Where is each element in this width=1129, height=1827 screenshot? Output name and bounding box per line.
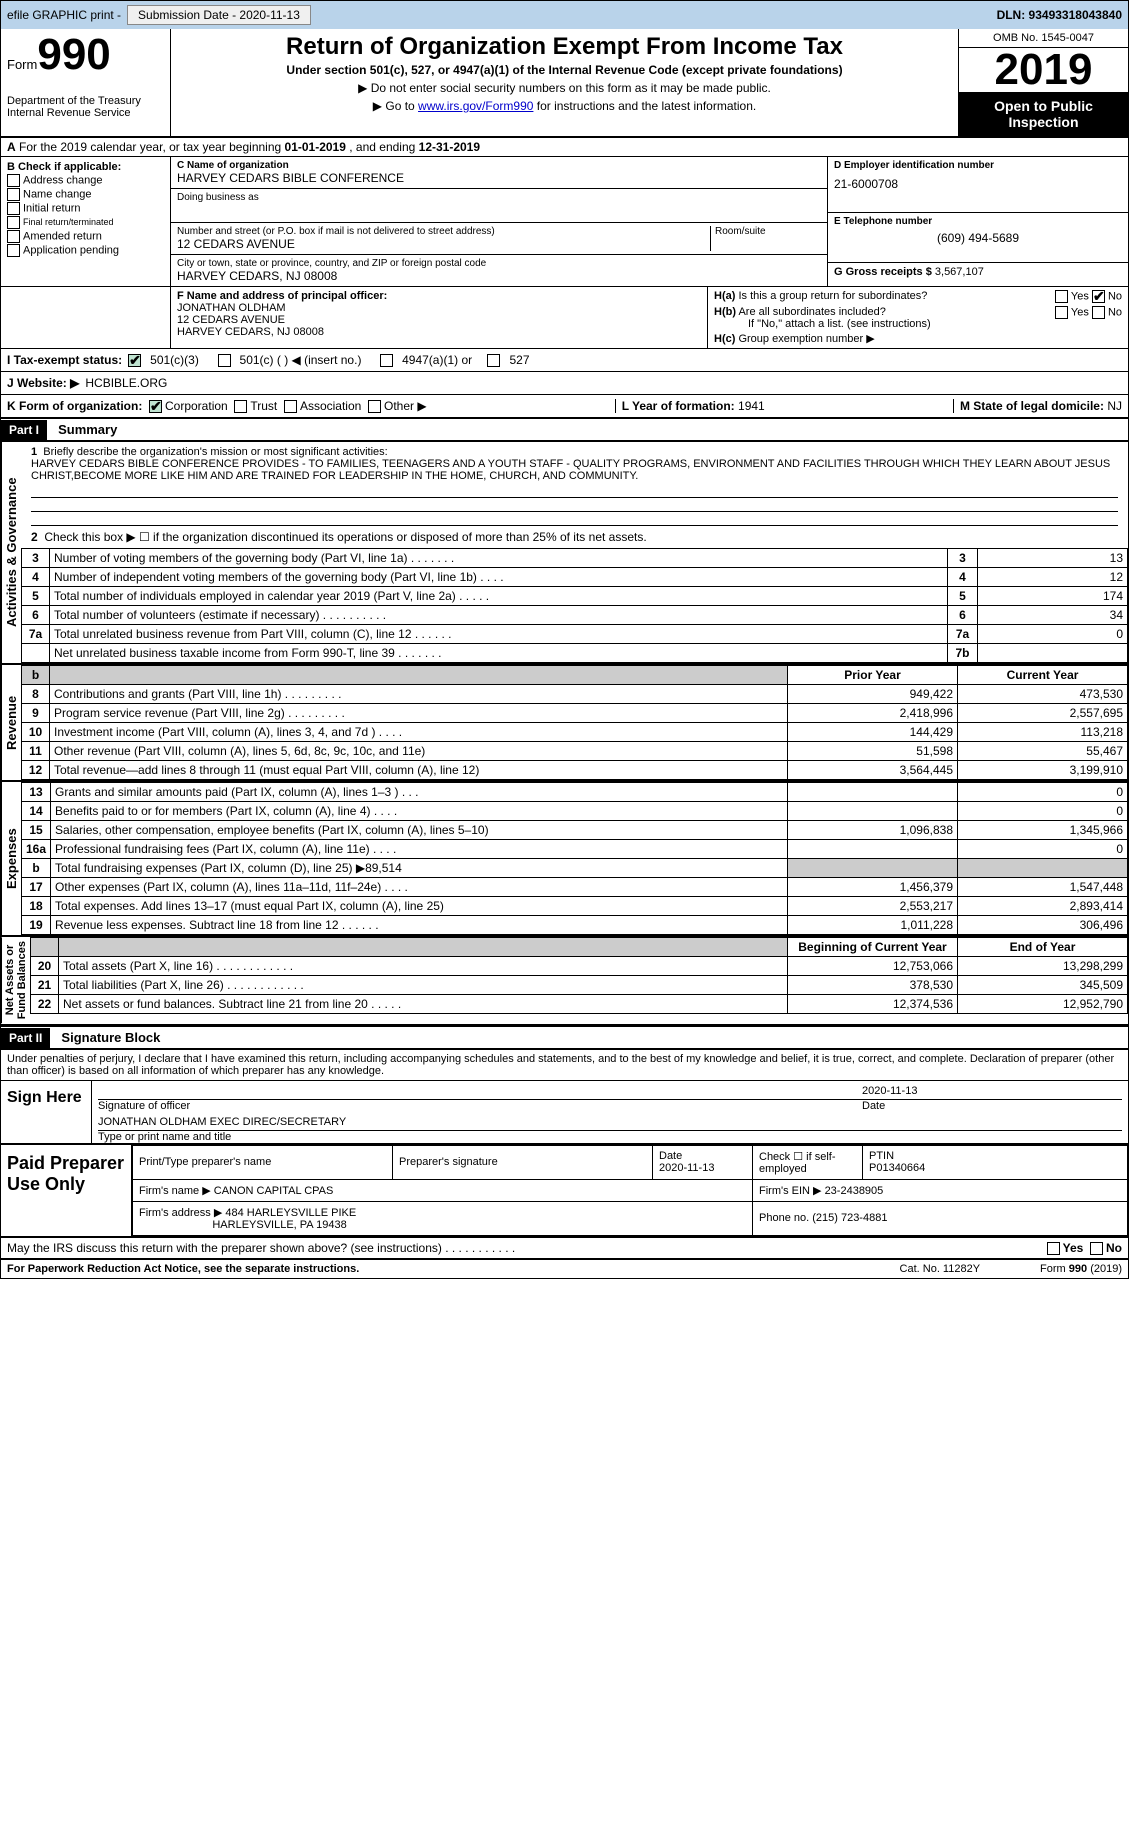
chk-initial[interactable]: Initial return <box>7 202 164 215</box>
chk-other[interactable] <box>368 400 381 413</box>
chk-final[interactable]: Final return/terminated <box>7 216 164 229</box>
exp-table: 13Grants and similar amounts paid (Part … <box>21 782 1128 935</box>
prep-date: 2020-11-13 <box>659 1162 714 1174</box>
part1-hdr: Part I <box>1 420 47 440</box>
officer-name: JONATHAN OLDHAM <box>177 302 701 314</box>
c-lbl: C Name of organization <box>177 160 289 171</box>
footer-mid: Cat. No. 11282Y <box>900 1263 981 1275</box>
form-title: Return of Organization Exempt From Incom… <box>177 33 952 61</box>
chk-527[interactable] <box>487 354 500 367</box>
form-number: 990 <box>37 30 110 79</box>
note-link: ▶ Go to www.irs.gov/Form990 for instruct… <box>177 99 952 113</box>
part2-hdr: Part II <box>1 1028 50 1048</box>
chk-trust[interactable] <box>234 400 247 413</box>
rev-table: bPrior YearCurrent Year8Contributions an… <box>21 665 1128 780</box>
officer-addr2: HARVEY CEDARS, NJ 08008 <box>177 326 701 338</box>
submission-button[interactable]: Submission Date - 2020-11-13 <box>127 5 311 25</box>
footer-right: Form 990 (2019) <box>1040 1263 1122 1275</box>
row-i: I Tax-exempt status: 501(c)(3) 501(c) ( … <box>1 349 1128 372</box>
d-lbl: D Employer identification number <box>834 160 1122 171</box>
col-b: B Check if applicable: Address change Na… <box>1 157 171 286</box>
chk-4947[interactable] <box>380 354 393 367</box>
chk-501c[interactable] <box>218 354 231 367</box>
note-ssn: ▶ Do not enter social security numbers o… <box>177 81 952 95</box>
gross-receipts: 3,567,107 <box>935 266 984 278</box>
k-lbl: K Form of organization: <box>7 399 142 413</box>
hb: Are all subordinates included? <box>738 306 885 318</box>
mission-lbl: Briefly describe the organization's miss… <box>43 446 387 458</box>
title-box: Return of Organization Exempt From Incom… <box>171 29 958 136</box>
chk-address[interactable]: Address change <box>7 174 164 187</box>
paid-lbl: Paid Preparer Use Only <box>1 1145 131 1236</box>
gov-table: 3Number of voting members of the governi… <box>21 548 1128 663</box>
org-name: HARVEY CEDARS BIBLE CONFERENCE <box>177 171 821 185</box>
discuss-row: May the IRS discuss this return with the… <box>1 1238 1128 1259</box>
firm-addr2: HARLEYSVILLE, PA 19438 <box>212 1219 346 1231</box>
hc: Group exemption number ▶ <box>738 333 874 345</box>
part1-title: Summary <box>50 419 125 440</box>
row-j: J Website: ▶ HCBIBLE.ORG <box>1 372 1128 395</box>
domicile: NJ <box>1107 399 1122 413</box>
officer-sig-name: JONATHAN OLDHAM EXEC DIREC/SECRETARY <box>98 1116 346 1128</box>
dln: DLN: 93493318043840 <box>997 8 1122 22</box>
discuss-no[interactable] <box>1090 1242 1103 1255</box>
discuss-yes[interactable] <box>1047 1242 1060 1255</box>
chk-501c3[interactable] <box>128 354 141 367</box>
form-word: Form <box>7 57 37 72</box>
f-lbl: F Name and address of principal officer: <box>177 290 701 302</box>
tax-year: 2019 <box>959 48 1128 92</box>
side-netassets: Net Assets or Fund Balances <box>1 937 30 1023</box>
declaration: Under penalties of perjury, I declare th… <box>1 1050 1128 1080</box>
chk-amended[interactable]: Amended return <box>7 230 164 243</box>
sign-date: 2020-11-13 <box>862 1085 1122 1097</box>
room-lbl: Room/suite <box>715 226 821 237</box>
side-governance: Activities & Governance <box>1 442 21 663</box>
ein: 21-6000708 <box>834 177 1122 191</box>
hb-note: If "No," attach a list. (see instruction… <box>748 318 1122 330</box>
net-table: Beginning of Current YearEnd of Year20To… <box>30 937 1128 1014</box>
firm-addr1: 484 HARLEYSVILLE PIKE <box>225 1207 356 1219</box>
ha: Is this a group return for subordinates? <box>738 290 927 302</box>
sign-here: Sign Here <box>1 1081 91 1143</box>
side-expenses: Expenses <box>1 782 21 935</box>
chk-corp[interactable] <box>149 400 162 413</box>
city: HARVEY CEDARS, NJ 08008 <box>177 269 821 283</box>
officer-addr1: 12 CEDARS AVENUE <box>177 314 701 326</box>
firm-phone: (215) 723-4881 <box>812 1212 887 1224</box>
efile-label: efile GRAPHIC print - <box>7 8 121 22</box>
firm-ein: 23-2438905 <box>825 1185 884 1197</box>
instructions-link[interactable]: www.irs.gov/Form990 <box>418 99 533 113</box>
chk-pending[interactable]: Application pending <box>7 244 164 257</box>
chk-name[interactable]: Name change <box>7 188 164 201</box>
e-lbl: E Telephone number <box>834 216 1122 227</box>
city-lbl: City or town, state or province, country… <box>177 258 821 269</box>
form-id-box: Form990 Department of the Treasury Inter… <box>1 29 171 136</box>
footer-left: For Paperwork Reduction Act Notice, see … <box>7 1263 359 1275</box>
part2-title: Signature Block <box>53 1027 168 1048</box>
dba-lbl: Doing business as <box>177 192 821 203</box>
year-box: OMB No. 1545-0047 2019 Open to Public In… <box>958 29 1128 136</box>
subtitle: Under section 501(c), 527, or 4947(a)(1)… <box>177 63 952 77</box>
g-lbl: G Gross receipts $ <box>834 266 932 278</box>
ptin: P01340664 <box>869 1162 925 1174</box>
row-a: A For the 2019 calendar year, or tax yea… <box>1 138 1128 157</box>
toolbar: efile GRAPHIC print - Submission Date - … <box>1 1 1128 29</box>
b-label: B Check if applicable: <box>7 161 164 173</box>
phone: (609) 494-5689 <box>834 231 1122 245</box>
line2: Check this box ▶ ☐ if the organization d… <box>44 530 646 544</box>
open-inspection: Open to Public Inspection <box>959 92 1128 136</box>
side-revenue: Revenue <box>1 665 21 780</box>
street-lbl: Number and street (or P.O. box if mail i… <box>177 226 706 237</box>
mission-text: HARVEY CEDARS BIBLE CONFERENCE PROVIDES … <box>31 458 1110 482</box>
website: HCBIBLE.ORG <box>85 376 167 390</box>
chk-assoc[interactable] <box>284 400 297 413</box>
dept: Department of the Treasury Internal Reve… <box>7 95 164 119</box>
street: 12 CEDARS AVENUE <box>177 237 706 251</box>
year-formed: 1941 <box>738 399 765 413</box>
firm-name: CANON CAPITAL CPAS <box>214 1185 334 1197</box>
